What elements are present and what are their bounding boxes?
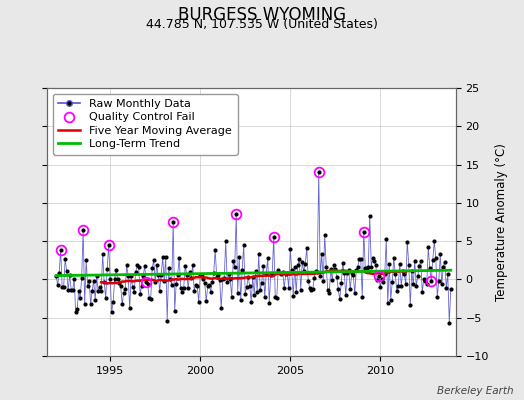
Y-axis label: Temperature Anomaly (°C): Temperature Anomaly (°C) — [495, 143, 508, 301]
Text: BURGESS WYOMING: BURGESS WYOMING — [178, 6, 346, 24]
Text: Berkeley Earth: Berkeley Earth — [437, 386, 514, 396]
Legend: Raw Monthly Data, Quality Control Fail, Five Year Moving Average, Long-Term Tren: Raw Monthly Data, Quality Control Fail, … — [53, 94, 238, 155]
Text: 44.785 N, 107.535 W (United States): 44.785 N, 107.535 W (United States) — [146, 18, 378, 31]
